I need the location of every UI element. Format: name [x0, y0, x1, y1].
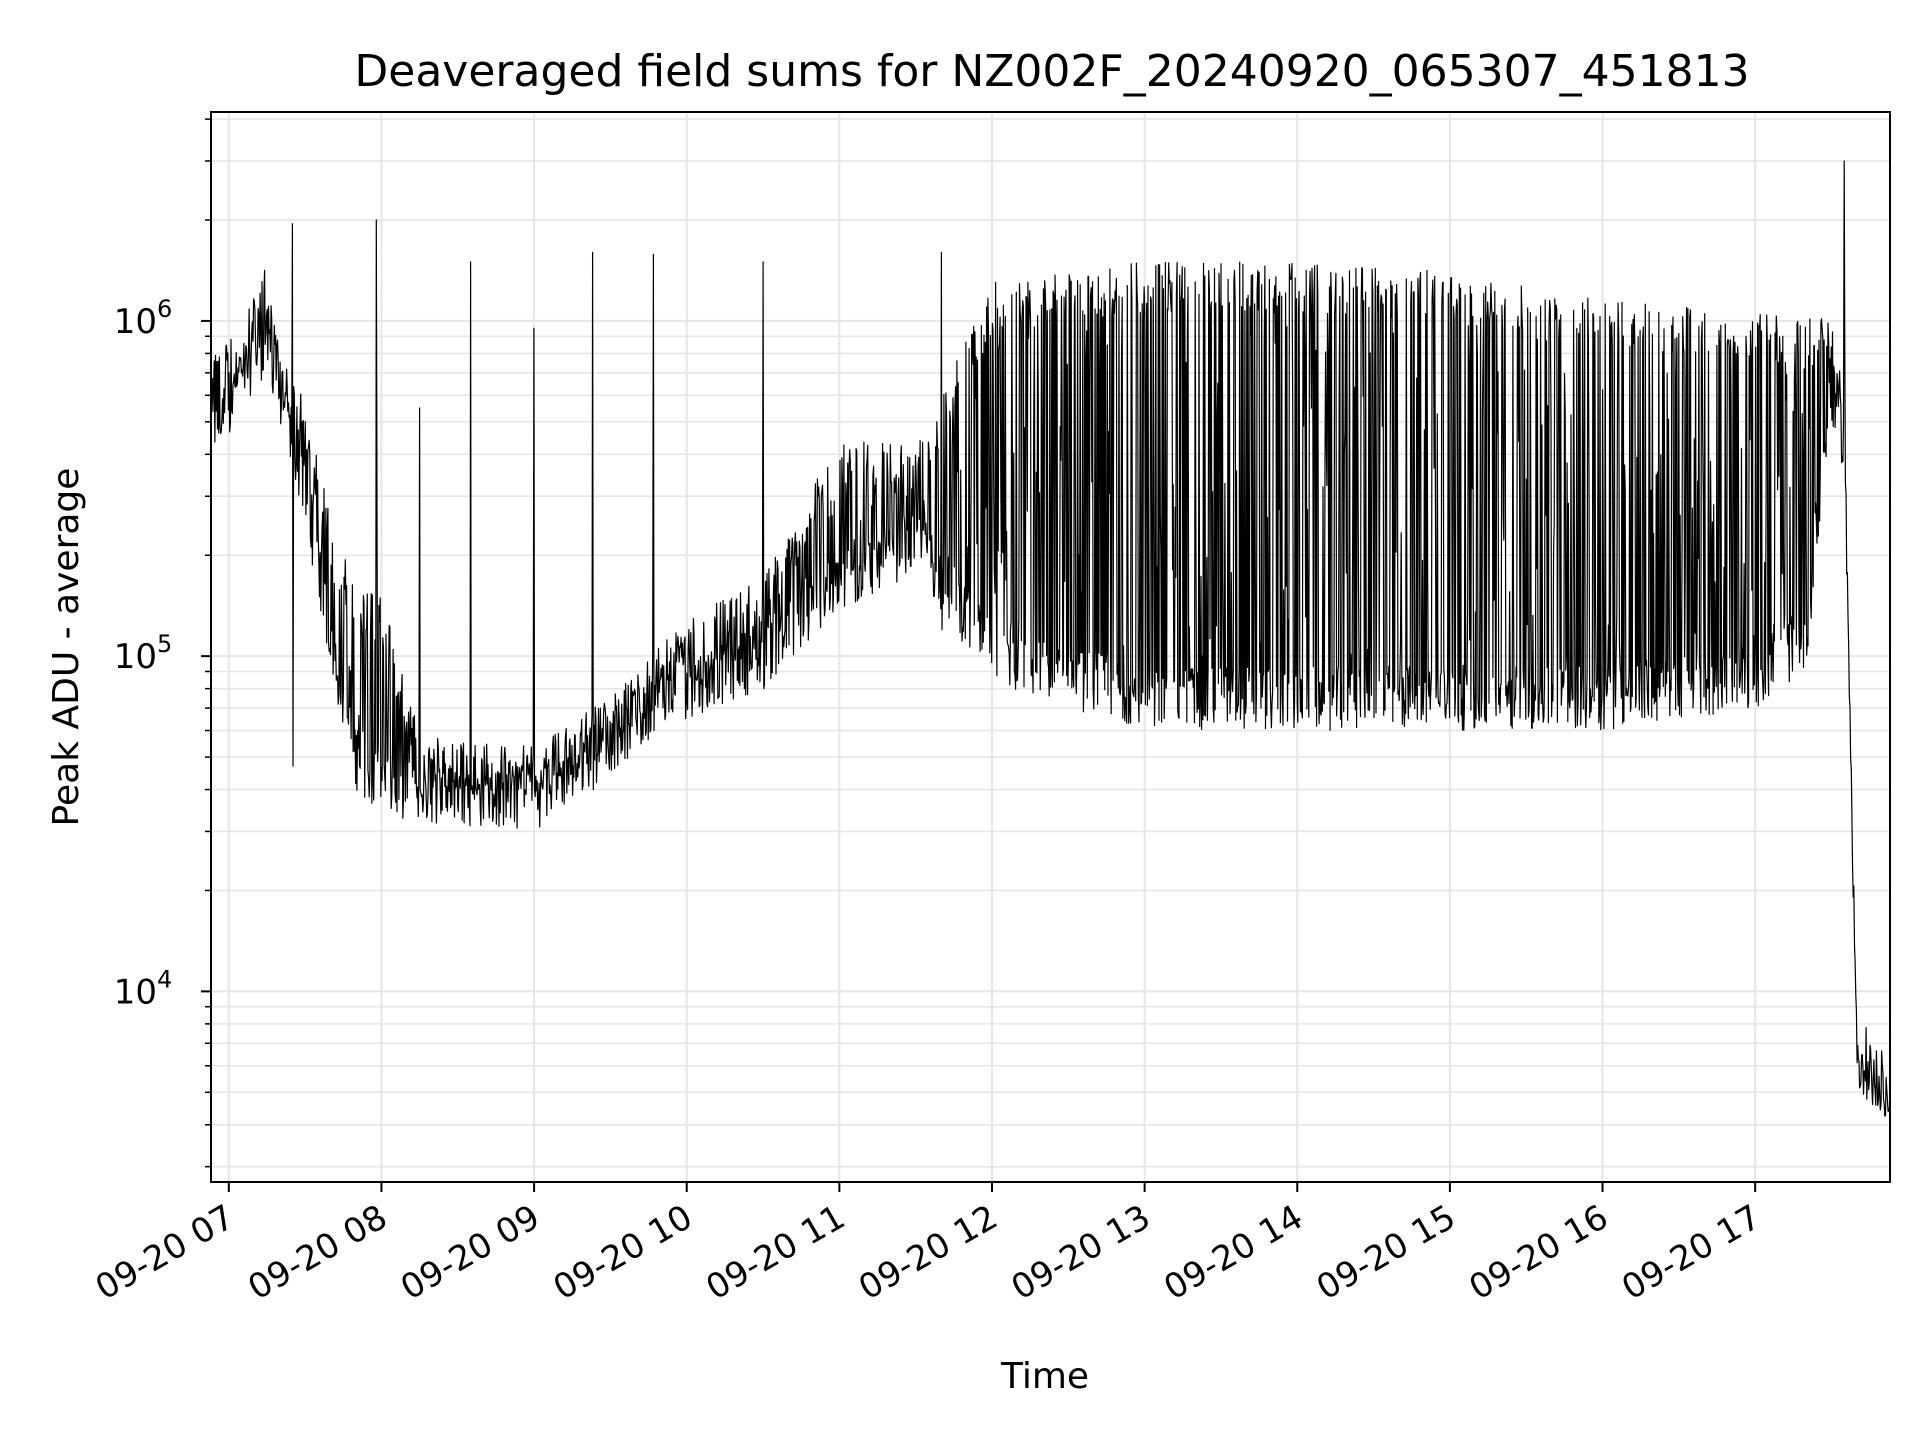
plot-frame — [210, 111, 1891, 1183]
y-tick-label: 106 — [114, 295, 173, 342]
y-tick-label: 105 — [114, 630, 173, 677]
x-axis-label: Time — [1000, 1356, 1089, 1397]
series-line — [210, 160, 1891, 1117]
series-line-group — [210, 160, 1891, 1117]
y-axis-label: Peak ADU - average — [46, 468, 87, 827]
y-tick-label: 104 — [114, 965, 173, 1012]
chart-title: Deaveraged field sums for NZ002F_2024092… — [354, 46, 1749, 97]
y-axis-ticks: 104 105 106 — [114, 118, 211, 1168]
